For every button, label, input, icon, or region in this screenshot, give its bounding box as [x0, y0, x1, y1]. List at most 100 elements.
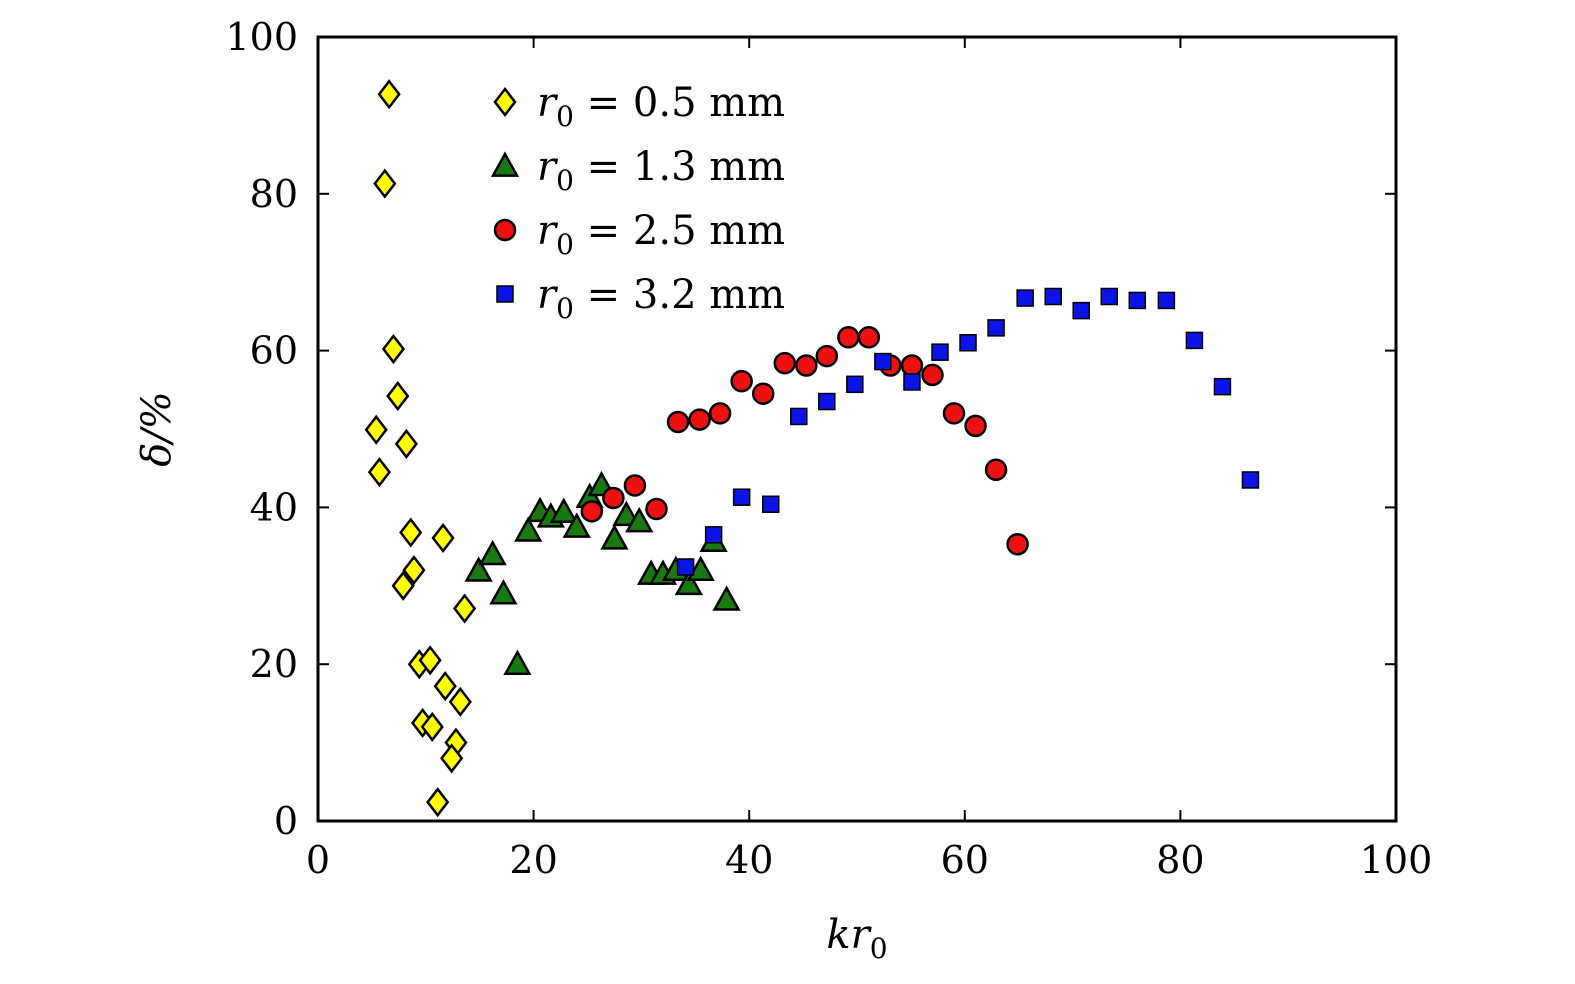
data-point-circle [921, 363, 944, 387]
data-point-circle [1006, 532, 1029, 556]
data-point-diamond [364, 414, 388, 445]
y-axis-label: δ/% [134, 391, 180, 467]
legend-item: r0 = 3.2 mm [496, 272, 785, 325]
data-point-diamond [453, 593, 477, 624]
x-axis-label-sub: 0 [870, 932, 888, 965]
data-point-circle [837, 326, 860, 349]
legend-label: r0 = 2.5 mm [537, 208, 785, 261]
data-point-square [1241, 471, 1260, 489]
x-tick-label: 60 [941, 838, 989, 882]
data-point-square [959, 334, 977, 352]
data-point-triangle [674, 569, 703, 596]
data-point-square [1128, 291, 1147, 310]
x-tick-label: 100 [1360, 838, 1433, 882]
data-point-square [931, 343, 949, 361]
axis-ticks [317, 36, 1397, 822]
data-points [364, 79, 1260, 818]
data-point-square [1072, 301, 1090, 320]
legend-rest: = 3.2 mm [574, 272, 785, 318]
data-point-diamond [399, 517, 423, 548]
data-point-triangle [478, 539, 507, 566]
data-point-circle [984, 458, 1008, 482]
data-point-triangle [562, 512, 591, 538]
data-point-square [903, 373, 921, 391]
legend-sub: 0 [556, 164, 574, 197]
legend-var: r [537, 272, 559, 318]
legend-rest: = 1.3 mm [574, 144, 785, 190]
data-point-diamond [420, 711, 444, 742]
data-point-square [732, 488, 751, 506]
data-point-square [676, 558, 695, 576]
legend-label: r0 = 1.3 mm [537, 144, 785, 197]
data-point-square [1157, 291, 1176, 310]
data-point-square [1100, 287, 1119, 306]
data-point-circle [666, 410, 690, 434]
data-point-circle [730, 369, 753, 393]
data-point-circle [900, 354, 924, 377]
legend-sub: 0 [556, 100, 574, 133]
series-1 [464, 470, 741, 676]
legend-var: r [537, 80, 559, 126]
data-point-circle [773, 351, 797, 375]
legend-marker-circle [493, 218, 517, 242]
legend-sub: 0 [556, 228, 574, 261]
y-tick-label: 40 [250, 485, 298, 529]
legend-sub: 0 [556, 292, 574, 325]
legend-item: r0 = 0.5 mm [493, 80, 785, 133]
data-point-circle [964, 414, 987, 438]
data-point-triangle [549, 497, 578, 523]
data-point-square [704, 526, 723, 544]
data-point-triangle [686, 555, 715, 581]
data-point-square [846, 375, 864, 394]
legend-item: r0 = 1.3 mm [490, 144, 785, 197]
data-point-square [1044, 287, 1062, 306]
legend-marker-diamond [493, 86, 517, 118]
legend-var: r [537, 208, 559, 254]
data-point-circle [795, 354, 818, 377]
data-point-diamond [381, 333, 406, 365]
legend-label: r0 = 3.2 mm [537, 272, 785, 325]
data-point-circle [602, 486, 625, 510]
plot-frame [316, 35, 1398, 823]
data-point-circle [580, 500, 604, 523]
data-point-diamond [394, 428, 418, 459]
data-point-square [1185, 331, 1204, 350]
data-point-triangle [625, 506, 654, 533]
data-point-triangle [712, 585, 741, 611]
data-point-diamond [440, 743, 464, 774]
data-point-diamond [386, 381, 410, 412]
y-tick-label: 60 [250, 329, 298, 373]
data-point-circle [857, 326, 881, 349]
data-point-square [818, 392, 836, 411]
x-axis-label: kr0 [826, 912, 887, 965]
data-point-diamond [418, 645, 442, 676]
legend-label: r0 = 0.5 mm [537, 80, 785, 133]
data-point-triangle [464, 556, 493, 582]
legend-item: r0 = 2.5 mm [493, 208, 785, 261]
series-0 [364, 79, 477, 818]
data-point-triangle [514, 516, 543, 542]
data-point-diamond [433, 671, 457, 702]
data-point-square [1213, 377, 1232, 396]
data-point-square [790, 407, 808, 426]
data-point-diamond [391, 570, 415, 601]
data-point-circle [942, 402, 966, 425]
y-tick-label: 100 [225, 15, 298, 59]
data-point-diamond [426, 787, 450, 818]
data-point-circle [751, 382, 775, 405]
x-axis-label-main: kr [826, 912, 872, 958]
data-point-triangle [489, 579, 518, 605]
tick-labels: 0 20 40 60 80 100 0 20 40 60 80 100 [225, 15, 1432, 882]
data-point-square [1016, 289, 1034, 307]
y-tick-label: 20 [250, 642, 298, 686]
data-point-triangle [503, 649, 532, 676]
data-point-circle [623, 474, 647, 497]
data-point-circle [708, 402, 732, 425]
x-tick-label: 0 [306, 838, 330, 882]
data-point-diamond [373, 168, 397, 199]
x-tick-label: 80 [1156, 838, 1204, 882]
data-point-circle [645, 497, 668, 521]
legend-rest: = 2.5 mm [574, 208, 785, 254]
